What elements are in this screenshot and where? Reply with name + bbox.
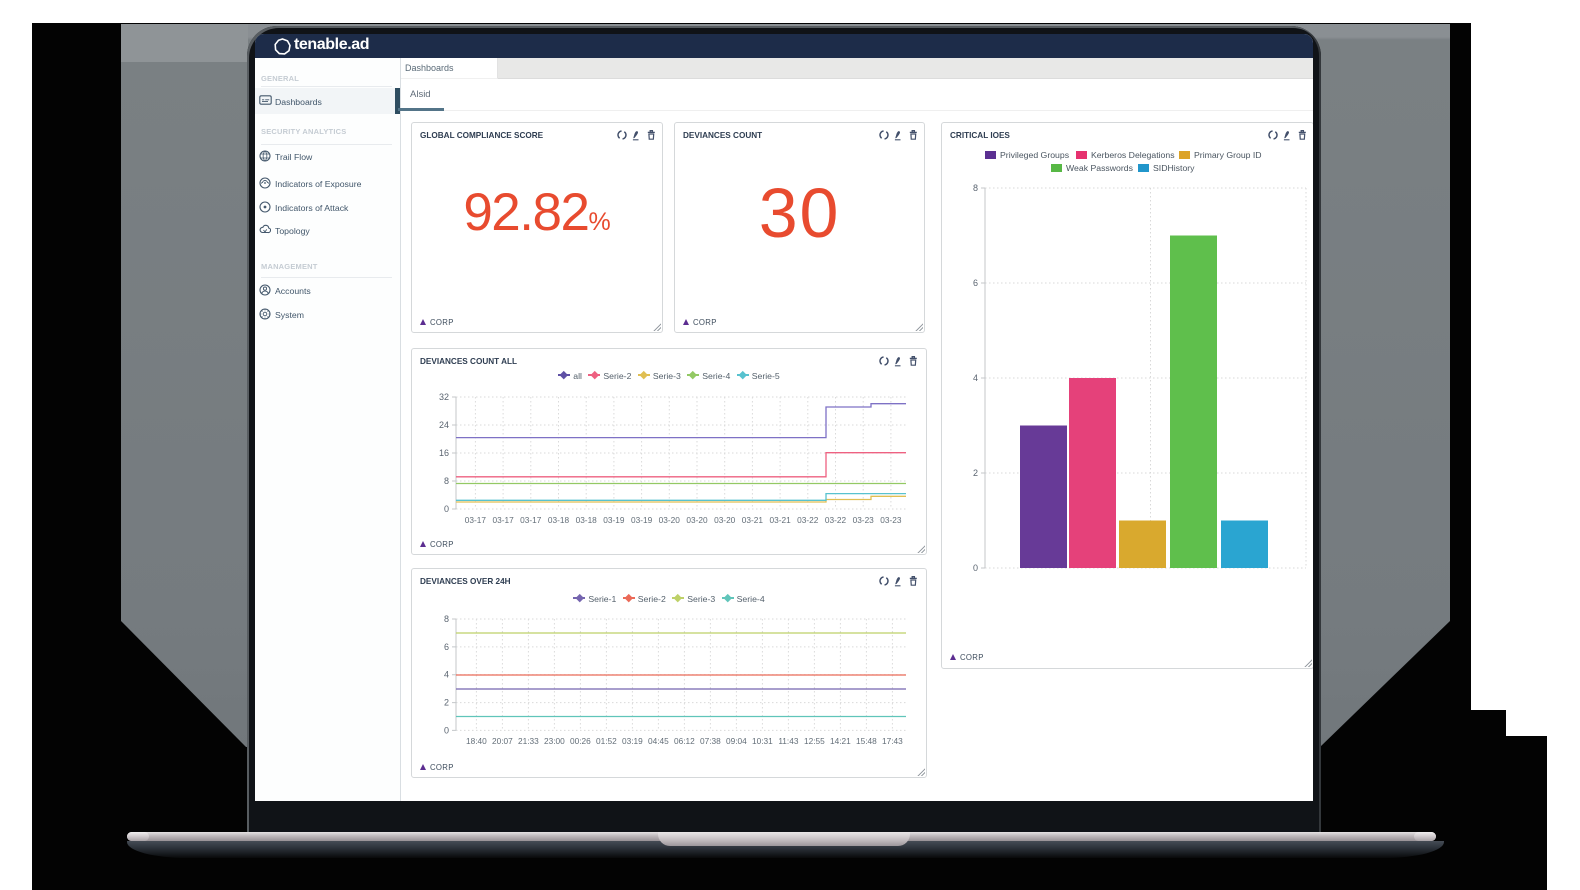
svg-text:8: 8 — [973, 183, 978, 193]
svg-text:03-17: 03-17 — [465, 515, 487, 525]
svg-text:0: 0 — [444, 504, 449, 514]
svg-text:03-19: 03-19 — [603, 515, 625, 525]
svg-text:24: 24 — [439, 420, 449, 430]
svg-text:03-20: 03-20 — [659, 515, 681, 525]
svg-text:06:12: 06:12 — [674, 736, 695, 746]
svg-text:18:40: 18:40 — [466, 736, 487, 746]
svg-text:17:43: 17:43 — [882, 736, 903, 746]
svg-text:07:38: 07:38 — [700, 736, 721, 746]
svg-text:09:04: 09:04 — [726, 736, 747, 746]
svg-text:04:45: 04:45 — [648, 736, 669, 746]
svg-text:03-20: 03-20 — [686, 515, 708, 525]
svg-text:00:26: 00:26 — [570, 736, 591, 746]
svg-text:20:07: 20:07 — [492, 736, 513, 746]
svg-text:4: 4 — [973, 373, 978, 383]
svg-text:2: 2 — [973, 468, 978, 478]
svg-text:10:31: 10:31 — [752, 736, 773, 746]
svg-text:4: 4 — [444, 670, 449, 680]
svg-text:03-17: 03-17 — [492, 515, 514, 525]
svg-text:03-19: 03-19 — [631, 515, 653, 525]
svg-text:03-21: 03-21 — [769, 515, 791, 525]
svg-text:12:55: 12:55 — [804, 736, 825, 746]
svg-text:03-18: 03-18 — [548, 515, 570, 525]
svg-text:6: 6 — [973, 278, 978, 288]
svg-text:03-18: 03-18 — [576, 515, 598, 525]
svg-text:0: 0 — [444, 725, 449, 735]
svg-text:03-22: 03-22 — [825, 515, 847, 525]
svg-text:03-22: 03-22 — [797, 515, 819, 525]
svg-text:16: 16 — [439, 448, 449, 458]
svg-text:03-23: 03-23 — [853, 515, 875, 525]
svg-text:21:33: 21:33 — [518, 736, 539, 746]
svg-text:03-23: 03-23 — [880, 515, 902, 525]
svg-text:03-21: 03-21 — [742, 515, 764, 525]
svg-text:6: 6 — [444, 642, 449, 652]
svg-text:14:21: 14:21 — [830, 736, 851, 746]
svg-text:32: 32 — [439, 392, 449, 402]
svg-text:01:52: 01:52 — [596, 736, 617, 746]
svg-text:11:43: 11:43 — [778, 736, 799, 746]
svg-text:03:19: 03:19 — [622, 736, 643, 746]
svg-text:8: 8 — [444, 614, 449, 624]
svg-text:8: 8 — [444, 476, 449, 486]
svg-text:03-20: 03-20 — [714, 515, 736, 525]
svg-text:23:00: 23:00 — [544, 736, 565, 746]
svg-text:15:48: 15:48 — [856, 736, 877, 746]
svg-text:03-17: 03-17 — [520, 515, 542, 525]
svg-text:2: 2 — [444, 698, 449, 708]
svg-text:0: 0 — [973, 563, 978, 573]
